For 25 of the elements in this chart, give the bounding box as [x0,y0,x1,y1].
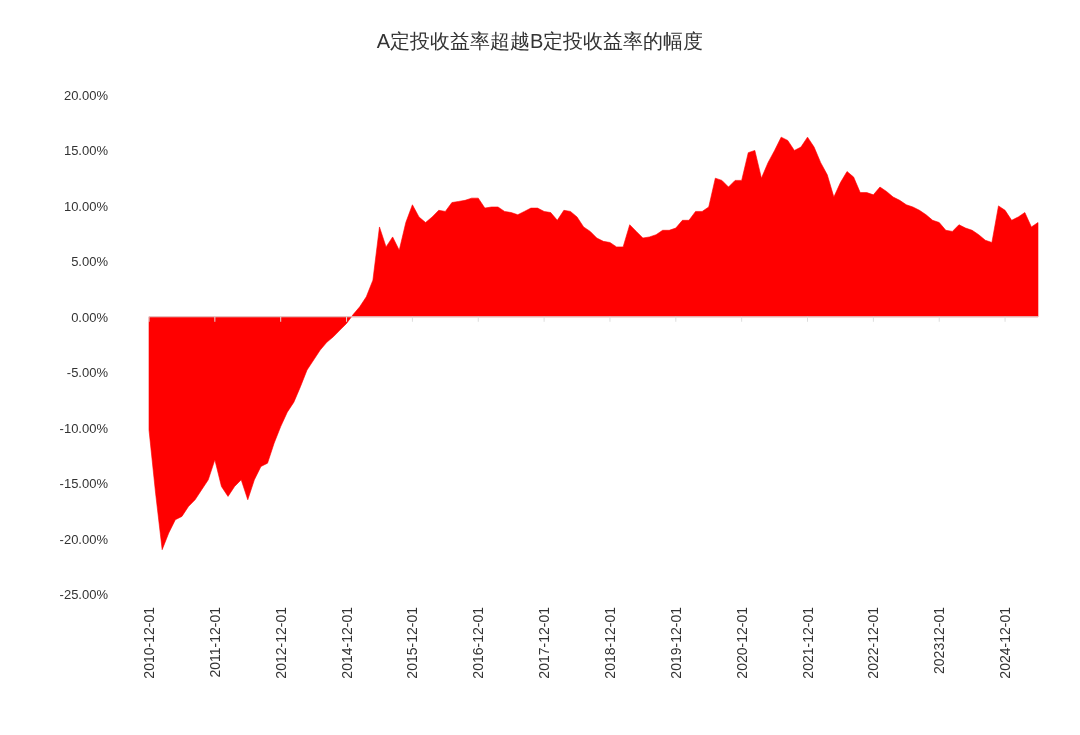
y-tick-label: 10.00% [63,198,109,214]
x-tick-label: 2016-12-01 [470,606,487,679]
x-tick-label: 2015-12-01 [404,606,421,679]
y-tick-label: -20.00% [59,531,109,547]
y-tick-label: 20.00% [63,88,109,103]
x-tick-label: 2014-12-01 [338,606,355,679]
y-tick-label: 15.00% [63,143,109,159]
y-tick-label: -15.00% [59,476,109,492]
x-tick-label: 2024-12-01 [997,606,1014,679]
y-tick-label: 0.00% [71,309,109,325]
y-tick-label: -25.00% [59,587,109,602]
x-tick-label: 2010-12-01 [141,606,157,679]
chart-title: A定投收益率超越B定投收益率的幅度 [376,30,704,52]
x-tick-label: 202312-01 [931,606,948,674]
x-tick-label: 2011-12-01 [206,606,223,678]
x-tick-label: 2019-12-01 [667,606,684,679]
x-tick-label: 2020-12-01 [733,606,750,679]
y-tick-label: -5.00% [66,365,109,381]
x-tick-label: 2012-12-01 [272,606,289,679]
x-tick-label: 2021-12-01 [799,606,816,679]
x-tick-label: 2018-12-01 [601,606,618,679]
x-tick-label: 2022-12-01 [865,606,882,679]
y-tick-label: -10.00% [59,420,109,436]
y-tick-label: 5.00% [71,254,109,270]
x-tick-label: 2017-12-01 [536,606,553,679]
